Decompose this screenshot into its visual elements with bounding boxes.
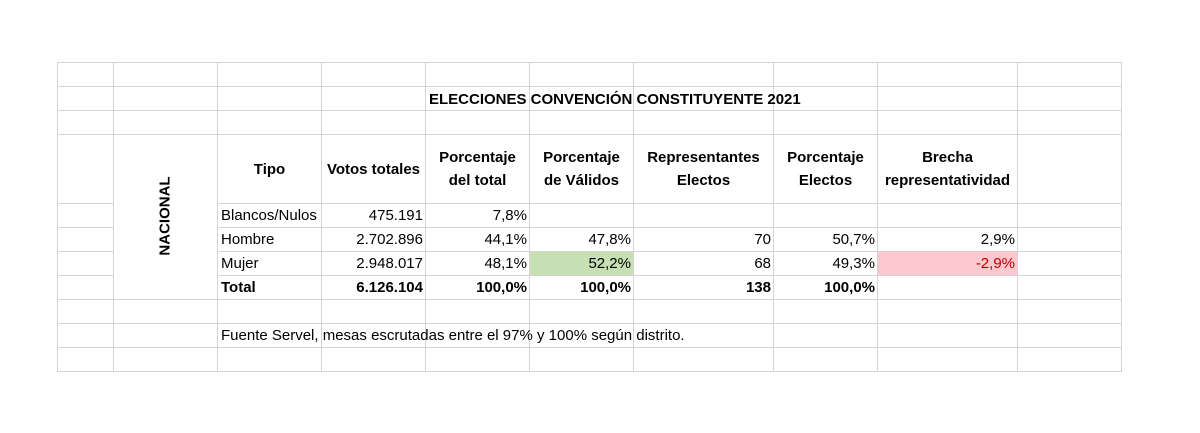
grid-hline (57, 134, 1122, 135)
header-brecha-line2: representatividad (884, 172, 1011, 189)
header-pct-validos-line2: de Válidos (543, 172, 620, 189)
grid-hline (57, 323, 1122, 324)
cell-pct-validos: 47,8% (588, 231, 631, 248)
grid-vline (633, 62, 634, 371)
grid-hline (57, 227, 114, 228)
cell-pct-validos: 100,0% (580, 279, 631, 296)
cell-pct-electos: 50,7% (832, 231, 875, 248)
header-votos-text: Votos totales (326, 161, 421, 178)
cell-tipo: Hombre (221, 231, 275, 248)
side-label-nacional: NACIONAL (156, 176, 174, 256)
highlight-cell-mujer-validos (530, 252, 633, 275)
header-brecha: Brecha representatividad (878, 146, 1017, 192)
header-representantes-line1: Representantes (647, 149, 760, 166)
cell-tipo: Total (221, 279, 256, 296)
header-pct-electos-line2: Electos (798, 172, 853, 189)
grid-vline (321, 62, 322, 371)
grid-hline (57, 251, 114, 252)
header-representantes: Representantes Electos (634, 146, 773, 192)
grid-vline (529, 62, 530, 371)
grid-vline (217, 62, 218, 371)
header-pct-validos-line1: Porcentaje (543, 149, 620, 166)
grid-hline (57, 299, 1122, 300)
cell-votos: 475.191 (368, 207, 423, 224)
cell-brecha: -2,9% (975, 255, 1015, 272)
header-pct-total-line2: del total (448, 172, 507, 189)
cell-pct-total: 100,0% (476, 279, 527, 296)
grid-hline (217, 227, 1122, 228)
header-pct-electos: Porcentaje Electos (774, 146, 877, 192)
cell-pct-total: 7,8% (492, 207, 527, 224)
cell-brecha: 2,9% (980, 231, 1015, 248)
cell-pct-electos: 49,3% (832, 255, 875, 272)
cell-pct-validos: 52,2% (588, 255, 631, 272)
cell-votos: 6.126.104 (356, 279, 423, 296)
sheet-title: ELECCIONES CONVENCIÓN CONSTITUYENTE 2021 (429, 91, 801, 108)
cell-pct-total: 48,1% (484, 255, 527, 272)
highlight-cell-mujer-brecha (878, 252, 1017, 275)
grid-hline (57, 347, 1122, 348)
header-pct-electos-line1: Porcentaje (787, 149, 864, 166)
cell-representantes: 70 (754, 231, 771, 248)
grid-vline (425, 62, 426, 371)
header-pct-total-line1: Porcentaje (439, 149, 516, 166)
cell-tipo: Blancos/Nulos (221, 207, 317, 224)
header-votos: Votos totales (322, 158, 425, 181)
cell-pct-total: 44,1% (484, 231, 527, 248)
header-pct-validos: Porcentaje de Válidos (530, 146, 633, 192)
grid-vline (57, 62, 58, 371)
cell-representantes: 68 (754, 255, 771, 272)
grid-vline (1121, 62, 1122, 371)
cell-representantes: 138 (745, 279, 771, 296)
grid-hline (57, 371, 1122, 372)
grid-vline (877, 62, 878, 371)
cell-votos: 2.948.017 (356, 255, 423, 272)
header-representantes-line2: Electos (676, 172, 731, 189)
header-tipo-text: Tipo (253, 161, 286, 178)
grid-vline (1017, 62, 1018, 371)
header-tipo: Tipo (218, 158, 321, 181)
cell-votos: 2.702.896 (356, 231, 423, 248)
grid-hline (57, 62, 1122, 63)
header-pct-total: Porcentaje del total (426, 146, 529, 192)
header-brecha-line1: Brecha (922, 149, 973, 166)
grid-hline (57, 203, 114, 204)
cell-tipo: Mujer (221, 255, 259, 272)
footnote: Fuente Servel, mesas escrutadas entre el… (221, 327, 685, 344)
grid-hline (217, 203, 1122, 204)
grid-hline (57, 275, 114, 276)
grid-vline (113, 62, 114, 371)
grid-hline (217, 251, 1122, 252)
grid-hline (57, 110, 1122, 111)
grid-vline (773, 62, 774, 371)
grid-hline (217, 275, 1122, 276)
cell-pct-electos: 100,0% (824, 279, 875, 296)
grid-hline (57, 86, 1122, 87)
